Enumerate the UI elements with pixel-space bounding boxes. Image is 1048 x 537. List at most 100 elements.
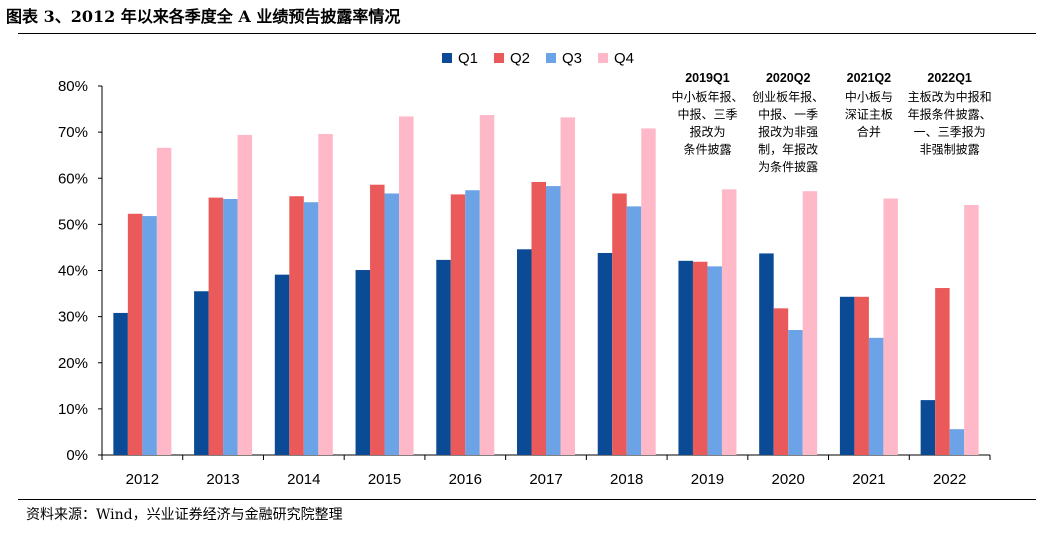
annotation-title-2021: 2021Q2 bbox=[847, 71, 892, 85]
annotation-line-2020: 报改为非强 bbox=[758, 124, 818, 139]
bar-q2-2014 bbox=[289, 196, 304, 455]
annotation-title-2020: 2020Q2 bbox=[766, 71, 811, 85]
x-tick-label: 2021 bbox=[852, 471, 885, 488]
y-tick-label: 40% bbox=[58, 263, 88, 280]
bar-q2-2022 bbox=[935, 288, 950, 455]
bar-q1-2016 bbox=[436, 259, 451, 455]
legend-swatch-q2 bbox=[494, 53, 504, 63]
x-tick-label: 2015 bbox=[368, 471, 401, 488]
bar-q1-2018 bbox=[597, 252, 613, 455]
legend-label-q2: Q2 bbox=[510, 50, 530, 67]
legend-label-q4: Q4 bbox=[614, 50, 634, 67]
x-tick-label: 2018 bbox=[610, 471, 643, 488]
bar-q2-2016 bbox=[450, 194, 466, 456]
x-tick-label: 2022 bbox=[933, 471, 966, 488]
annotation-title-2019: 2019Q1 bbox=[685, 71, 730, 85]
x-axis: 2012 2013 2014 2015 2016 2017 2018 2019 2020 2021… bbox=[101, 454, 991, 488]
bar-q2-2021 bbox=[854, 296, 869, 455]
bar-q4-2016 bbox=[479, 115, 495, 455]
bar-q3-2016 bbox=[465, 190, 480, 455]
bar-q4-2014 bbox=[318, 133, 333, 455]
x-tick-label: 2016 bbox=[449, 471, 482, 488]
bar-q4-2021 bbox=[883, 198, 898, 456]
annotation-title-2022: 2022Q1 bbox=[927, 71, 972, 85]
bar-q2-2020 bbox=[773, 308, 789, 455]
bar-q1-2012 bbox=[113, 312, 128, 455]
y-tick-label: 0% bbox=[66, 447, 88, 464]
bar-q1-2021 bbox=[839, 296, 855, 455]
bar-q4-2013 bbox=[237, 134, 253, 455]
bar-q3-2014 bbox=[303, 202, 319, 455]
legend-swatch-q4 bbox=[598, 53, 608, 63]
annotation-line-2021: 合并 bbox=[857, 124, 881, 139]
source-note: 资料来源：Wind，兴业证券经济与金融研究院整理 bbox=[26, 507, 343, 523]
bar-q1-2022 bbox=[920, 400, 936, 455]
bar-q4-2022 bbox=[964, 205, 979, 455]
annotation-line-2020: 为条件披露 bbox=[758, 160, 818, 174]
bar-q3-2015 bbox=[384, 193, 400, 455]
bar-q1-2013 bbox=[194, 291, 209, 455]
legend-swatch-q1 bbox=[442, 53, 452, 63]
annotation-line-2020: 创业板年报、 bbox=[752, 89, 824, 104]
bar-q1-2019 bbox=[678, 260, 693, 455]
x-tick-label: 2013 bbox=[206, 471, 239, 488]
bar-q2-2017 bbox=[531, 181, 546, 455]
bar-q3-2013 bbox=[223, 199, 238, 455]
y-axis: 0% 10% 20% 30% 40% 50% 60% 70% 80% bbox=[58, 78, 103, 464]
source-rule bbox=[18, 499, 1036, 500]
chart-title: 图表 3、2012 年以来各季度全 A 业绩预告披露率情况 bbox=[6, 7, 401, 26]
title-rule bbox=[18, 33, 1036, 34]
bar-q3-2022 bbox=[949, 429, 965, 455]
chart-legend: Q1 Q2 Q3 Q4 bbox=[442, 50, 634, 67]
annotation-line-2019: 报改为 bbox=[689, 124, 725, 139]
y-tick-label: 70% bbox=[58, 124, 88, 141]
annotation-line-2021: 深证主板 bbox=[845, 108, 893, 122]
bar-q3-2019 bbox=[707, 266, 722, 455]
bar-q2-2019 bbox=[692, 261, 708, 455]
annotation-line-2019: 中报、三季 bbox=[677, 107, 737, 122]
annotation-line-2020: 中报、一季 bbox=[758, 107, 818, 122]
legend-swatch-q3 bbox=[546, 53, 556, 63]
bar-q4-2015 bbox=[399, 116, 414, 455]
y-tick-label: 60% bbox=[58, 170, 88, 187]
bar-q3-2017 bbox=[546, 186, 561, 455]
bar-q3-2018 bbox=[626, 206, 642, 455]
bar-q2-2018 bbox=[612, 193, 627, 455]
annotation-line-2022: 一、三季报为 bbox=[914, 124, 986, 139]
x-tick-label: 2014 bbox=[287, 471, 320, 488]
y-tick-label: 80% bbox=[58, 78, 88, 95]
annotation-line-2022: 年报条件披露、 bbox=[908, 107, 992, 122]
bar-q3-2012 bbox=[142, 216, 157, 455]
y-tick-label: 50% bbox=[58, 216, 88, 233]
legend-label-q3: Q3 bbox=[562, 50, 582, 67]
bar-q2-2015 bbox=[370, 184, 385, 455]
bar-q4-2019 bbox=[721, 189, 737, 455]
x-tick-label: 2020 bbox=[771, 471, 804, 488]
x-tick-label: 2017 bbox=[529, 471, 562, 488]
annotation-line-2021: 中小板与 bbox=[845, 89, 893, 104]
legend-label-q1: Q1 bbox=[458, 50, 478, 67]
bar-q4-2020 bbox=[802, 191, 818, 456]
x-tick-label: 2019 bbox=[691, 471, 724, 488]
annotation-line-2020: 制，年报改 bbox=[758, 142, 818, 157]
annotation-line-2019: 中小板年报、 bbox=[671, 89, 743, 104]
bar-q4-2012 bbox=[156, 147, 172, 455]
bar-q1-2017 bbox=[517, 249, 532, 455]
bar-q3-2020 bbox=[788, 330, 803, 455]
annotation-line-2022: 主板改为中报和 bbox=[908, 89, 992, 104]
bar-series bbox=[113, 115, 979, 456]
bar-chart: Q1 Q2 Q3 Q4 0% 10% 20% 30% 40% 50% 60% 70% 80% 2012… bbox=[58, 50, 992, 488]
x-tick-label: 2012 bbox=[126, 471, 159, 488]
y-tick-label: 10% bbox=[58, 401, 88, 418]
y-tick-label: 30% bbox=[58, 309, 88, 326]
bar-q4-2018 bbox=[641, 128, 656, 455]
bar-q1-2015 bbox=[355, 270, 371, 455]
annotation-line-2019: 条件披露 bbox=[683, 143, 731, 157]
bar-q3-2021 bbox=[868, 337, 884, 455]
bar-q2-2012 bbox=[127, 213, 143, 455]
bar-q1-2014 bbox=[274, 274, 290, 455]
bar-q2-2013 bbox=[208, 197, 224, 455]
bar-q4-2017 bbox=[560, 117, 575, 456]
y-tick-label: 20% bbox=[58, 355, 88, 372]
